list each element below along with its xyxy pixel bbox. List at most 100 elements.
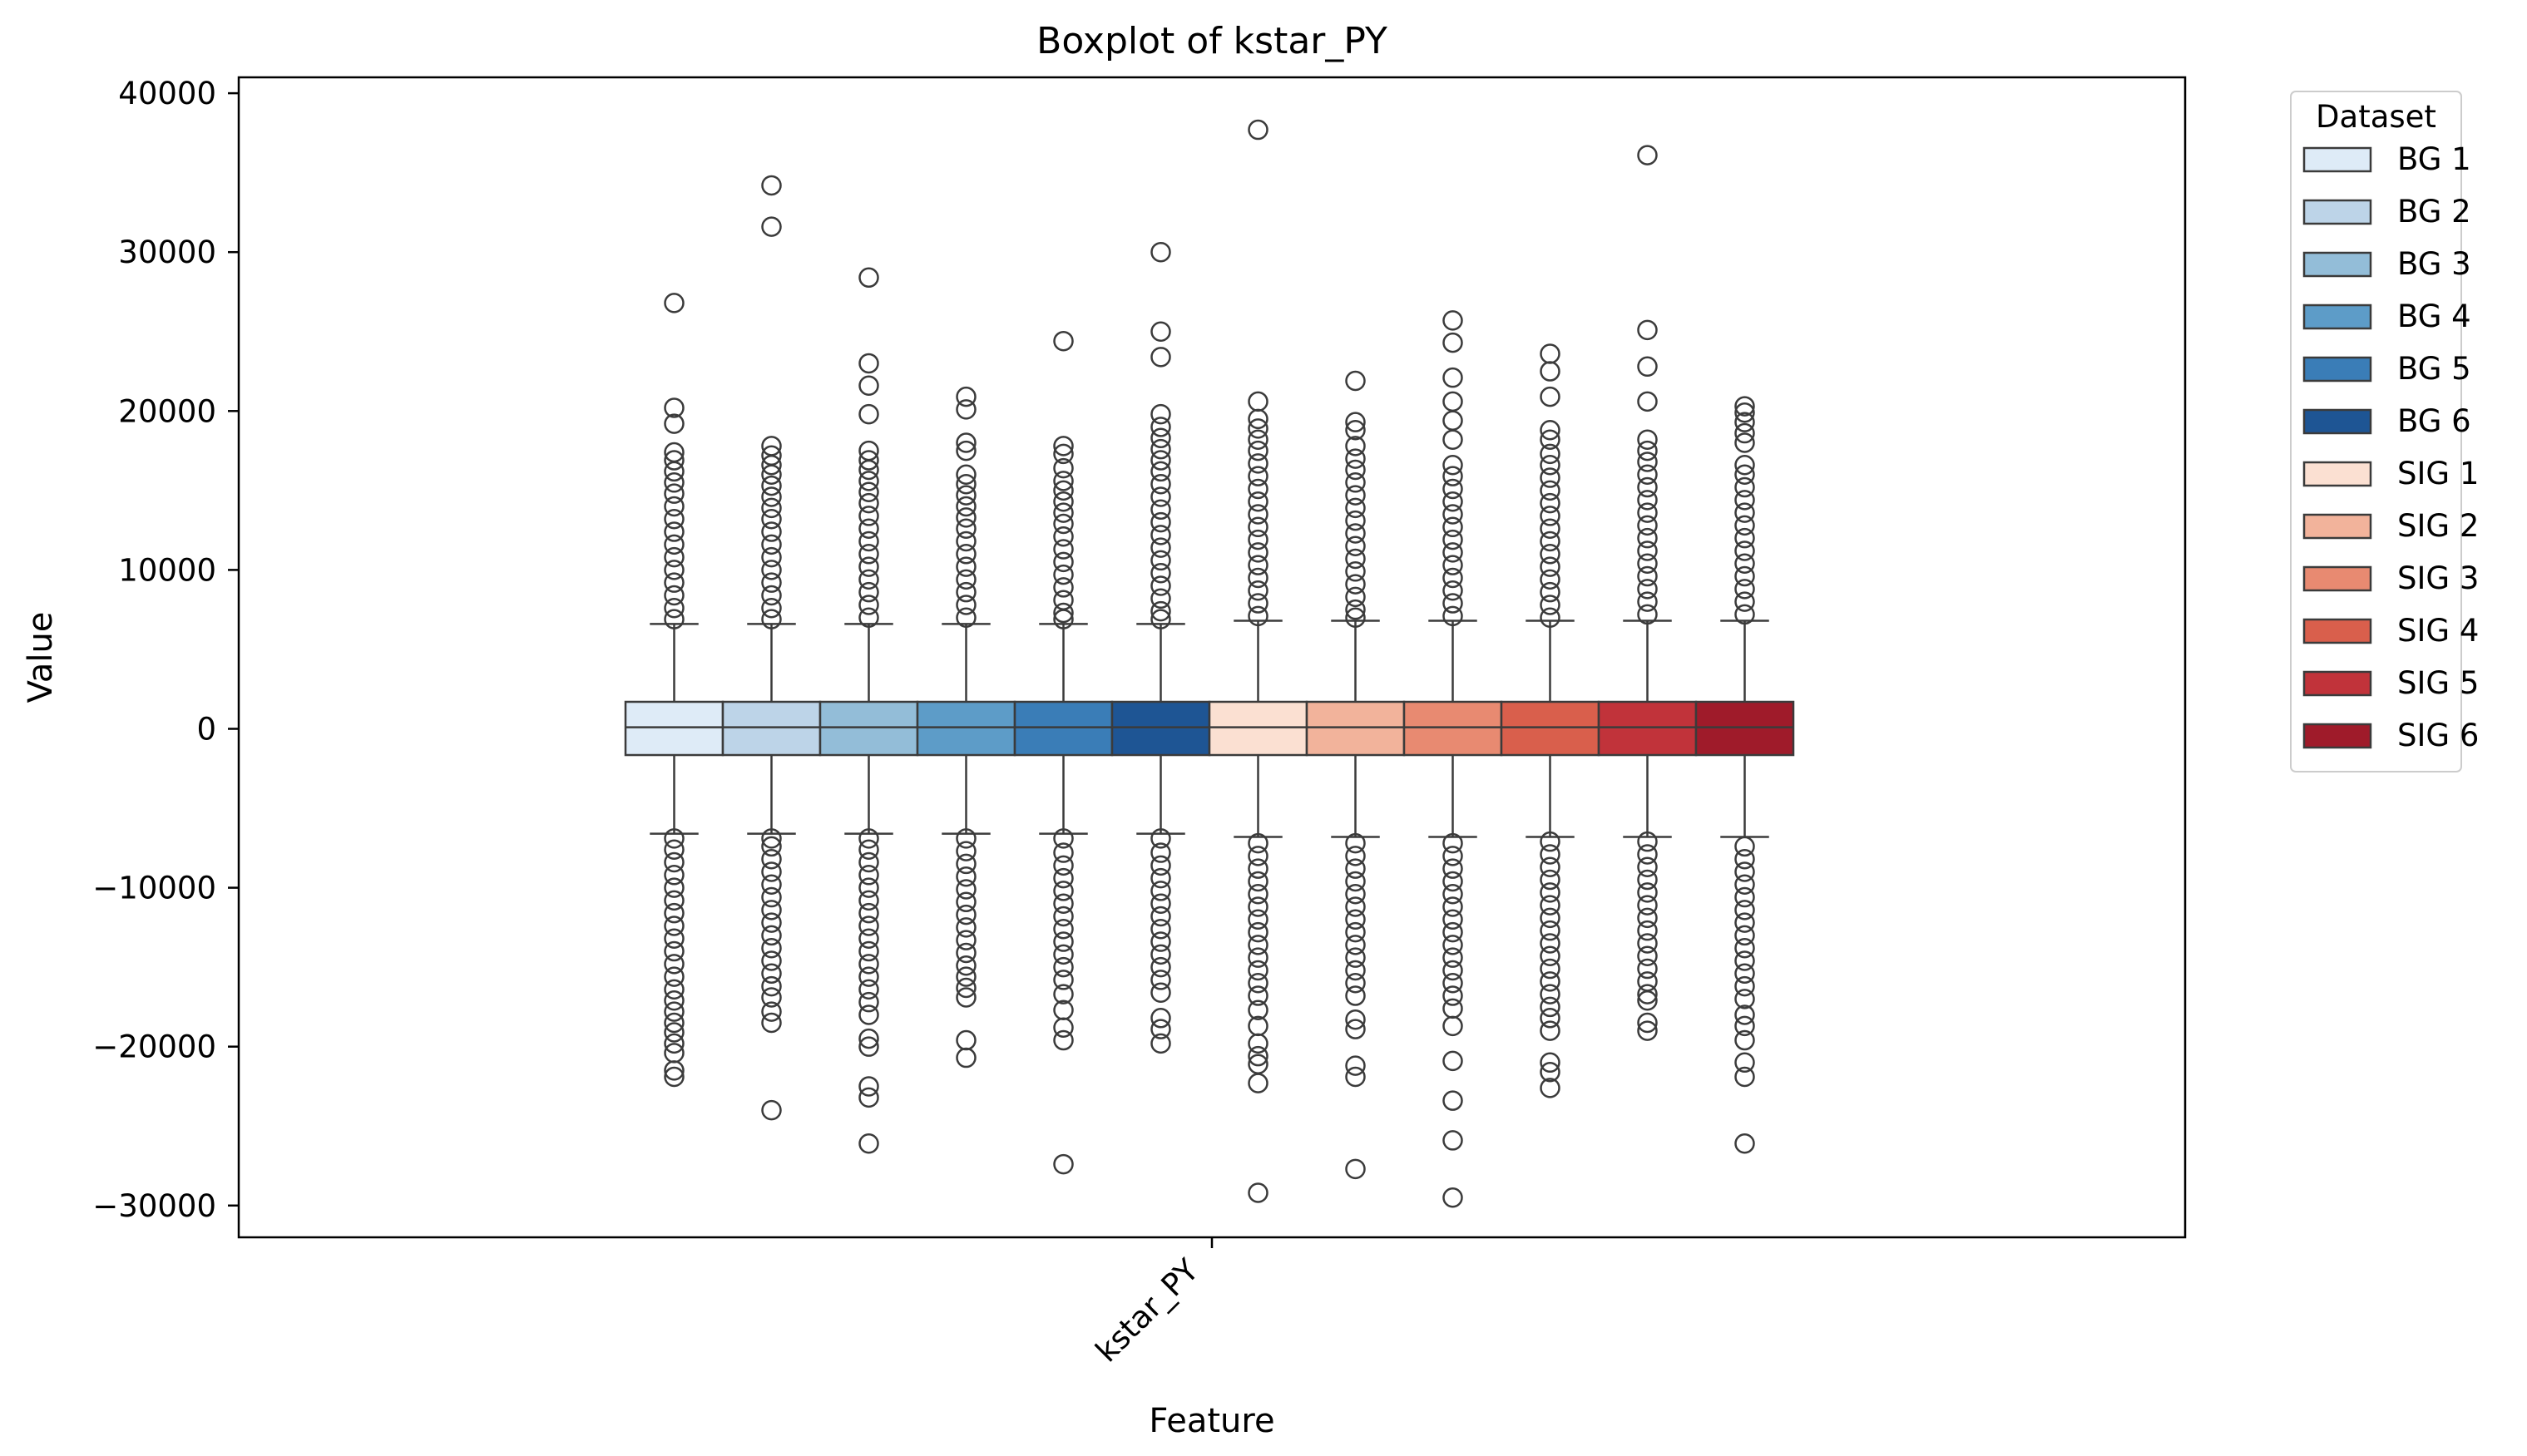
outlier-point xyxy=(1248,972,1268,994)
outlier-point xyxy=(956,518,977,539)
outlier-point xyxy=(858,865,879,886)
outlier-point xyxy=(1734,502,1755,523)
outlier-point xyxy=(761,497,782,519)
outlier-point xyxy=(1345,485,1366,506)
outlier-point xyxy=(1442,391,1463,412)
outlier-point xyxy=(1150,438,1171,460)
legend-swatch xyxy=(2302,304,2372,330)
outlier-point xyxy=(761,912,782,933)
outlier-point xyxy=(761,521,782,542)
outlier-point xyxy=(956,556,977,577)
outlier-point xyxy=(1150,1019,1171,1039)
outlier-point xyxy=(1734,565,1755,587)
legend-label: BG 4 xyxy=(2397,299,2471,334)
outlier-point xyxy=(761,508,782,530)
outlier-point xyxy=(1248,1015,1268,1037)
outlier-point xyxy=(1637,553,1658,575)
outlier-point xyxy=(1637,920,1658,941)
outlier-point xyxy=(1637,831,1658,852)
outlier-point xyxy=(858,1004,879,1025)
x-axis: kstar_PY xyxy=(1089,1237,1214,1370)
outlier-point xyxy=(664,890,685,911)
box-sig-6 xyxy=(1694,396,1795,1154)
box-sig-1 xyxy=(1208,119,1308,1203)
outlier-point xyxy=(761,609,782,629)
outlier-point xyxy=(1540,518,1560,539)
outlier-point xyxy=(956,987,977,1008)
outlier-point xyxy=(1442,429,1463,450)
outlier-point xyxy=(1442,883,1463,905)
outlier-point xyxy=(1248,408,1268,430)
outlier-point xyxy=(1540,467,1560,488)
outlier-point xyxy=(1540,831,1560,852)
outlier-point xyxy=(1540,882,1560,903)
outlier-point xyxy=(858,1028,879,1049)
box-sig-4 xyxy=(1500,343,1600,1098)
outlier-point xyxy=(956,866,977,887)
outlier-point xyxy=(1442,1090,1463,1111)
outlier-point xyxy=(1053,867,1074,889)
outlier-point xyxy=(1540,895,1560,916)
outlier-point xyxy=(1734,950,1755,971)
legend-swatch xyxy=(2302,146,2372,173)
outlier-point xyxy=(956,569,977,590)
outlier-point xyxy=(956,841,977,861)
outlier-point xyxy=(956,1047,977,1069)
box-iqr xyxy=(1402,700,1503,757)
outlier-point xyxy=(1734,963,1755,985)
outlier-point xyxy=(1053,919,1074,940)
x-tick-label-kstar-py: kstar_PY xyxy=(1089,1252,1206,1370)
y-tick-label: −30000 xyxy=(92,1188,216,1224)
outlier-point xyxy=(761,925,782,946)
outlier-point xyxy=(1150,537,1171,558)
outlier-point xyxy=(664,397,685,418)
outlier-point xyxy=(1637,391,1658,412)
outlier-point xyxy=(761,886,782,908)
outlier-point xyxy=(1248,119,1268,141)
outlier-point xyxy=(1637,958,1658,980)
box-sig-5 xyxy=(1597,145,1698,1041)
outlier-point xyxy=(1637,540,1658,561)
outlier-point xyxy=(858,1076,879,1097)
outlier-point xyxy=(664,496,685,517)
outlier-point xyxy=(1248,580,1268,601)
outlier-point xyxy=(1053,970,1074,990)
outlier-point xyxy=(1150,486,1171,507)
box-sig-3 xyxy=(1402,310,1503,1208)
outlier-point xyxy=(1053,609,1074,629)
outlier-point xyxy=(664,1033,685,1054)
outlier-point xyxy=(1248,429,1268,450)
outlier-point xyxy=(1053,564,1074,585)
outlier-point xyxy=(1053,457,1074,479)
outlier-point xyxy=(858,581,879,603)
outlier-point xyxy=(1540,595,1560,615)
outlier-point xyxy=(1053,881,1074,901)
outlier-point xyxy=(664,966,685,987)
outlier-point xyxy=(1248,1045,1268,1067)
box-iqr xyxy=(1110,700,1211,757)
outlier-point xyxy=(1345,510,1366,531)
outlier-point xyxy=(1053,551,1074,573)
outlier-point xyxy=(1442,466,1463,486)
outlier-point xyxy=(956,977,977,999)
outlier-point xyxy=(1442,555,1463,575)
outlier-point xyxy=(1734,476,1755,498)
outlier-point xyxy=(956,879,977,900)
outlier-point xyxy=(1540,1008,1560,1029)
outlier-point xyxy=(1053,984,1074,1004)
outlier-point xyxy=(1150,473,1171,495)
y-tick-label: 20000 xyxy=(118,393,216,429)
outlier-point xyxy=(664,450,685,471)
outlier-point xyxy=(1734,925,1755,946)
outlier-point xyxy=(1248,542,1268,563)
outlier-point xyxy=(664,839,685,860)
outlier-point xyxy=(858,979,879,1000)
outlier-point xyxy=(1150,893,1171,914)
legend-item-bg-6: BG 6 xyxy=(2302,403,2471,439)
outlier-point xyxy=(1637,356,1658,378)
outlier-point xyxy=(1345,1055,1366,1076)
outlier-point xyxy=(1150,609,1171,629)
outlier-point xyxy=(956,595,977,615)
outlier-point xyxy=(858,471,879,491)
outlier-point xyxy=(1345,561,1366,582)
